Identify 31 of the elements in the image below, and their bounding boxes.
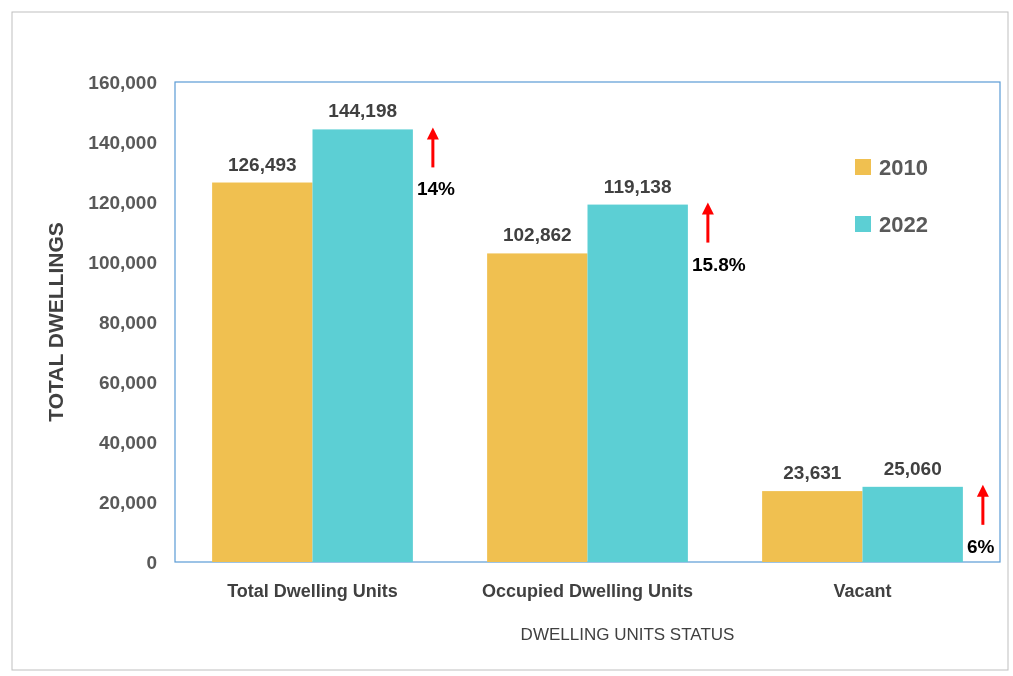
y-tick-label: 140,000 [88, 131, 157, 153]
x-tick-label: Occupied Dwelling Units [481, 580, 694, 601]
y-tick-label: 20,000 [98, 491, 157, 513]
x-tick-label: Total Dwelling Units [227, 580, 398, 601]
y-tick-label: 40,000 [98, 431, 157, 453]
annotation: 15.8% [691, 253, 746, 275]
y-tick-label: 80,000 [98, 311, 157, 333]
y-tick-label: 100,000 [88, 251, 157, 273]
data-label: 23,631 [783, 462, 842, 484]
bar [762, 491, 863, 562]
legend-label: 2022 [879, 211, 928, 237]
data-label: 102,862 [502, 224, 572, 246]
data-label: 126,493 [227, 153, 297, 175]
bar [487, 253, 588, 562]
data-label: 144,198 [328, 100, 398, 122]
y-tick-label: 0 [146, 551, 157, 573]
y-tick-label: 160,000 [88, 71, 157, 93]
y-axis-title: TOTAL DWELLINGS [44, 222, 67, 422]
data-label: 119,138 [603, 175, 672, 197]
y-tick-label: 60,000 [98, 371, 157, 393]
bar [587, 204, 688, 562]
bar [862, 486, 963, 562]
bar [312, 129, 413, 562]
annotation: 6% [966, 535, 995, 557]
bar [212, 182, 313, 562]
annotation: 14% [416, 178, 456, 200]
data-label: 25,060 [883, 457, 942, 479]
x-axis-title: DWELLING UNITS STATUS [520, 625, 735, 644]
legend-label: 2010 [879, 154, 928, 180]
x-tick-label: Vacant [833, 580, 892, 601]
y-tick-label: 120,000 [88, 191, 157, 213]
